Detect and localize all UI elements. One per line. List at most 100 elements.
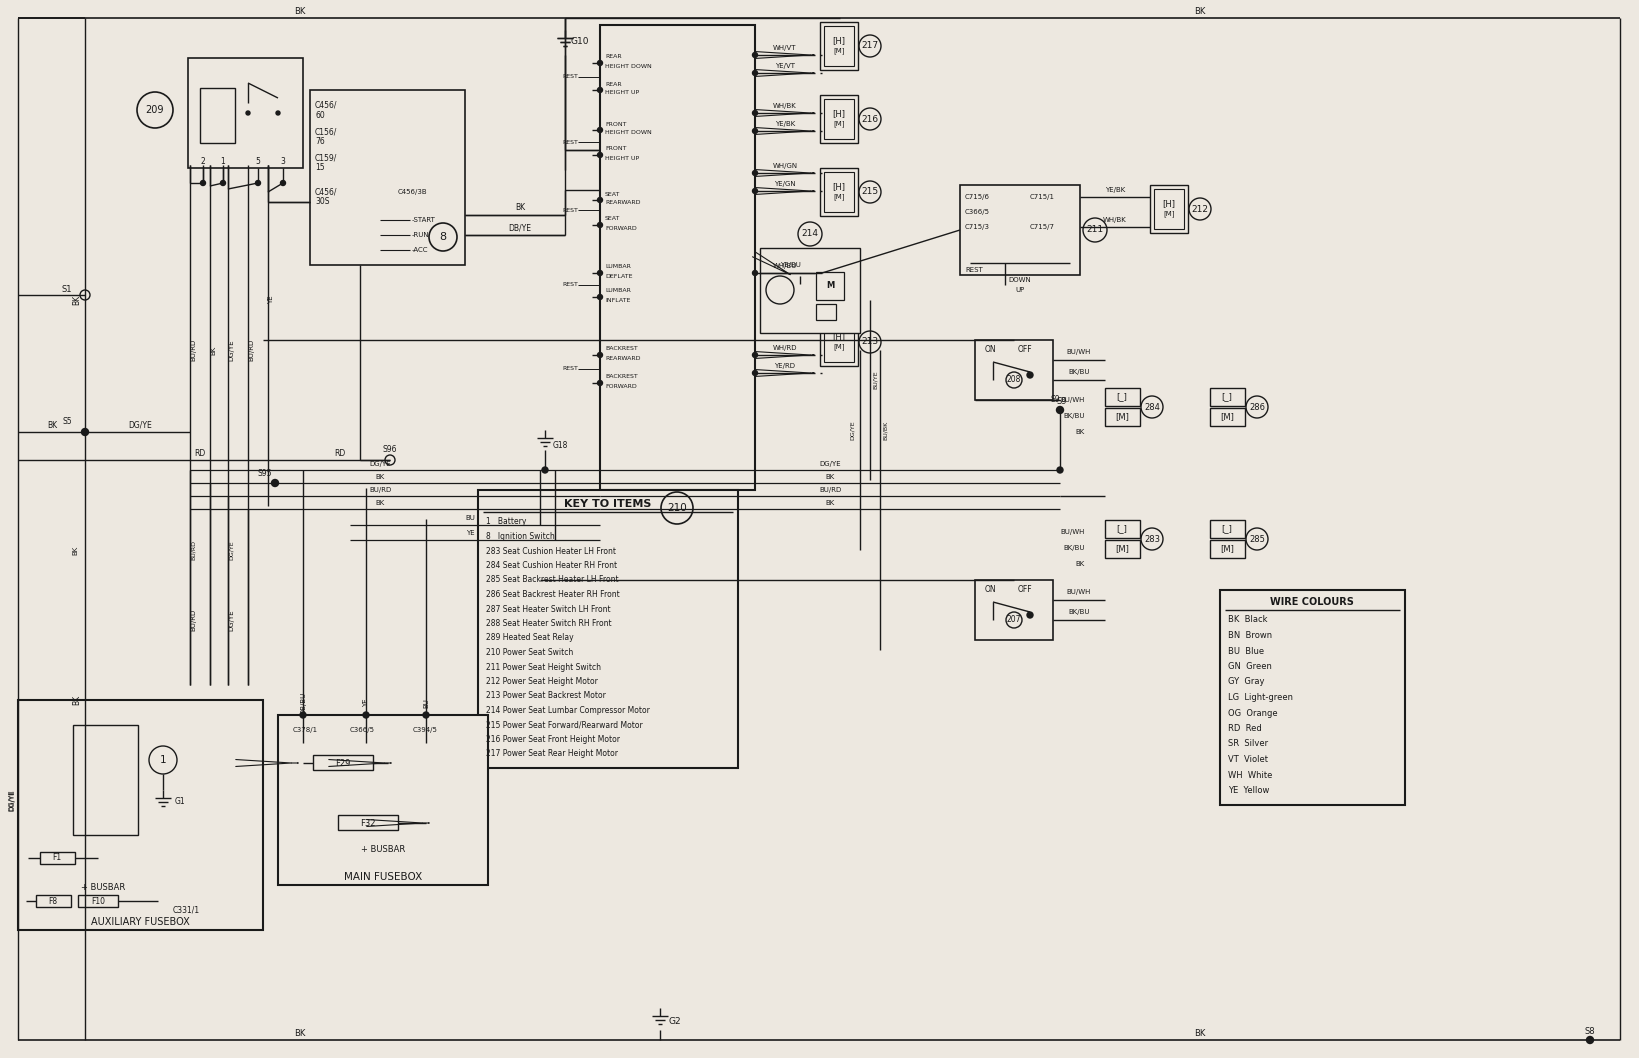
Text: YE  Yellow: YE Yellow (1228, 786, 1269, 795)
Text: LUMBAR: LUMBAR (605, 289, 631, 293)
Text: REST: REST (562, 207, 579, 213)
Circle shape (752, 71, 757, 75)
Text: 207: 207 (1006, 616, 1021, 624)
Text: 1: 1 (221, 158, 226, 166)
Text: 288 Seat Heater Switch RH Front: 288 Seat Heater Switch RH Front (487, 619, 611, 628)
Text: 30S: 30S (315, 198, 329, 206)
Text: F29: F29 (336, 759, 351, 767)
Text: YE: YE (362, 698, 369, 708)
Text: OG  Orange: OG Orange (1228, 709, 1278, 717)
Circle shape (1028, 612, 1033, 618)
Text: DB/YE: DB/YE (508, 223, 531, 233)
Text: DG/YE: DG/YE (128, 420, 152, 430)
Text: YE/BU: YE/BU (780, 262, 800, 268)
Text: BU/RD: BU/RD (247, 339, 254, 361)
Bar (188, 58, 303, 168)
Text: F8: F8 (49, 896, 57, 906)
Text: BU/RD: BU/RD (190, 608, 197, 632)
Text: REST: REST (562, 74, 579, 79)
Text: C715/1: C715/1 (1029, 194, 1056, 200)
Text: BU/WH: BU/WH (1060, 529, 1085, 535)
Text: C159/: C159/ (315, 153, 338, 163)
Circle shape (598, 294, 603, 299)
Circle shape (362, 712, 369, 718)
Text: 285: 285 (1249, 534, 1265, 544)
Text: 283: 283 (1144, 534, 1160, 544)
Text: REAR: REAR (605, 55, 621, 59)
Text: [M]: [M] (833, 48, 844, 54)
Circle shape (256, 181, 261, 185)
Circle shape (1028, 372, 1033, 378)
Text: G10: G10 (570, 37, 590, 47)
Text: BK: BK (1195, 7, 1206, 17)
Circle shape (752, 170, 757, 176)
Text: DG/YE: DG/YE (369, 461, 390, 467)
Text: 285 Seat Backrest Heater LH Front: 285 Seat Backrest Heater LH Front (487, 576, 618, 584)
Bar (36, 895, 70, 907)
Text: YE/BK: YE/BK (775, 121, 795, 127)
Text: F1: F1 (52, 854, 62, 862)
Text: -ACC: -ACC (411, 247, 428, 253)
Text: WH/RD: WH/RD (772, 345, 797, 351)
Text: FORWARD: FORWARD (605, 383, 636, 388)
Text: WH/BK: WH/BK (774, 103, 797, 109)
Text: YE/GN: YE/GN (774, 181, 797, 187)
Text: C715/3: C715/3 (965, 224, 990, 230)
Text: BK  Black: BK Black (1228, 616, 1267, 624)
Text: 60: 60 (315, 110, 325, 120)
Text: REST: REST (562, 282, 579, 288)
Text: 8   Ignition Switch: 8 Ignition Switch (487, 532, 554, 541)
Text: -START: -START (411, 217, 436, 223)
Text: MAIN FUSEBOX: MAIN FUSEBOX (344, 872, 423, 882)
Text: BK/BU: BK/BU (1069, 369, 1090, 375)
Text: REST: REST (965, 267, 983, 273)
Text: 209: 209 (146, 105, 164, 115)
Text: RD: RD (334, 449, 346, 457)
Text: RD  Red: RD Red (1228, 724, 1262, 733)
Bar (820, 95, 857, 143)
Bar (824, 26, 854, 66)
Bar (975, 340, 1052, 400)
Text: F10: F10 (92, 896, 105, 906)
Text: -RUN: -RUN (411, 232, 429, 238)
Text: DG/YE: DG/YE (228, 541, 233, 560)
Circle shape (598, 381, 603, 385)
Text: [H]: [H] (1162, 200, 1175, 208)
Text: S96: S96 (384, 445, 397, 455)
Bar (820, 168, 857, 216)
Text: YE: YE (269, 295, 274, 305)
Text: LG  Light-green: LG Light-green (1228, 693, 1293, 703)
Text: [H]: [H] (833, 109, 846, 118)
Text: C366/5: C366/5 (351, 727, 375, 733)
Text: HEIGHT DOWN: HEIGHT DOWN (605, 130, 652, 135)
Bar (1154, 189, 1183, 229)
Text: OFF: OFF (1018, 346, 1033, 354)
Circle shape (752, 110, 757, 115)
Text: 289 Heated Seat Relay: 289 Heated Seat Relay (487, 634, 574, 642)
Circle shape (752, 53, 757, 57)
Text: AUXILIARY FUSEBOX: AUXILIARY FUSEBOX (90, 917, 190, 927)
Bar (960, 185, 1080, 275)
Text: G18: G18 (552, 440, 567, 450)
Bar (816, 304, 836, 320)
Text: DG/YE: DG/YE (228, 340, 234, 361)
Text: BK: BK (48, 420, 57, 430)
Bar (824, 99, 854, 139)
Circle shape (300, 712, 306, 718)
Text: [M]: [M] (833, 344, 844, 350)
Text: BK: BK (1075, 428, 1085, 435)
Text: YE/BK: YE/BK (1105, 187, 1124, 193)
Text: [_]: [_] (1116, 393, 1128, 401)
Text: 211 Power Seat Height Switch: 211 Power Seat Height Switch (487, 662, 602, 672)
Text: S5: S5 (62, 418, 72, 426)
Bar (74, 725, 138, 835)
Text: BK: BK (826, 500, 834, 506)
Text: F32: F32 (361, 819, 375, 827)
Text: 210: 210 (667, 503, 687, 513)
Text: 216 Power Seat Front Height Motor: 216 Power Seat Front Height Motor (487, 735, 620, 744)
Bar (18, 700, 262, 930)
Text: [H]: [H] (833, 36, 846, 45)
Text: [M]: [M] (833, 194, 844, 200)
Text: SEAT: SEAT (605, 217, 621, 221)
Text: BU: BU (465, 515, 475, 521)
